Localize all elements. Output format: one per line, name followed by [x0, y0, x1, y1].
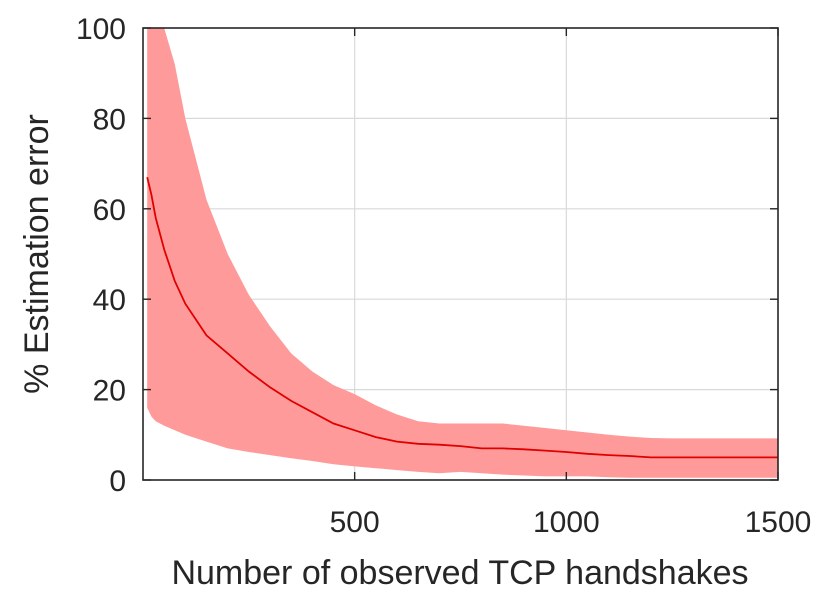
y-tick-label: 20 [93, 375, 126, 408]
error-band-area [147, 28, 778, 478]
error-band [147, 28, 778, 478]
x-axis-title: Number of observed TCP handshakes [171, 554, 748, 592]
mean-error-line-path [146, 176, 778, 459]
x-tick-label: 1500 [745, 506, 812, 539]
x-tick-label: 1000 [533, 506, 600, 539]
y-tick-label: 80 [93, 103, 126, 136]
axis-ticks: 500 1000 1500 0 20 40 60 80 100 [76, 13, 811, 539]
y-tick-label: 0 [109, 465, 126, 498]
x-tick-label: 500 [330, 506, 380, 539]
mean-error-line [146, 176, 778, 459]
y-axis-title: % Estimation error [18, 114, 56, 394]
y-tick-label: 40 [93, 284, 126, 317]
plot-frame [142, 27, 779, 481]
y-tick-label: 60 [93, 194, 126, 227]
y-tick-label: 100 [76, 13, 126, 46]
